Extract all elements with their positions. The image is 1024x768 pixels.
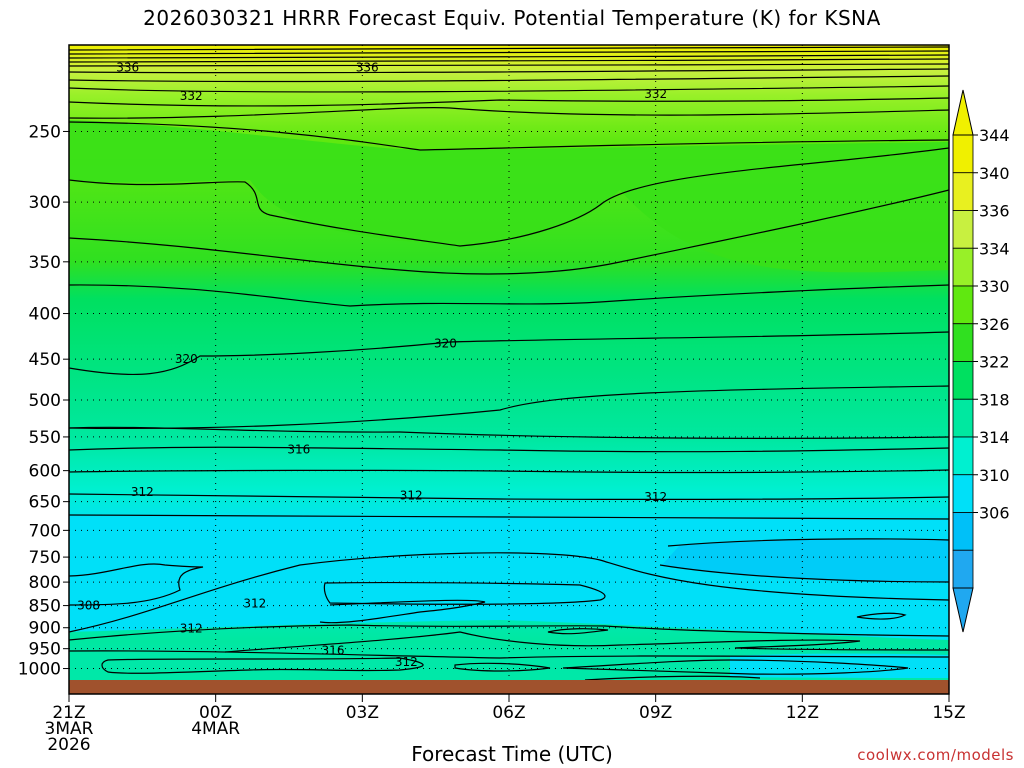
colorbar-label: 344	[979, 126, 1010, 145]
y-tick-label: 550	[29, 428, 61, 448]
contour-label: 312	[644, 490, 667, 504]
contour-label: 312	[180, 622, 203, 636]
contour-labels: 336 336 332 332 320 320 316 312 312 312 308 312 312 3…	[77, 61, 667, 669]
colorbar-label: 340	[979, 164, 1010, 183]
y-tick-label: 300	[29, 193, 61, 213]
x-axis-title: Forecast Time (UTC)	[411, 742, 613, 766]
colorbar-label: 336	[979, 202, 1010, 221]
x-tick-label: 06Z	[492, 703, 525, 723]
contour-label: 320	[434, 336, 457, 350]
region-blue-right	[662, 538, 949, 582]
region-green-sfc	[69, 650, 949, 680]
contour-label: 308	[77, 599, 100, 613]
colorbar-swatch	[952, 361, 974, 400]
colorbar-label: 318	[979, 390, 1010, 409]
colorbar-label: 310	[979, 466, 1010, 485]
x-tick-label: 15Z	[932, 703, 965, 723]
contour-label: 312	[400, 489, 423, 503]
colorbar-label: 306	[979, 504, 1010, 523]
contour-label: 332	[644, 87, 667, 101]
colorbar-swatch	[952, 285, 974, 325]
x-tick-label: 03Z	[346, 703, 379, 723]
contour-label: 312	[395, 655, 418, 669]
chart-title: 2026030321 HRRR Forecast Equiv. Potentia…	[143, 6, 881, 30]
y-tick-label: 950	[29, 640, 61, 660]
terrain-ground	[69, 680, 949, 694]
colorbar-swatch	[952, 512, 974, 551]
colorbar-label: 330	[979, 277, 1010, 296]
region-green-upper	[69, 120, 949, 273]
y-tick-label: 250	[29, 122, 61, 142]
credit-text: coolwx.com/models	[857, 746, 1014, 764]
colorbar-swatch	[952, 398, 974, 438]
colorbar-swatch	[952, 549, 974, 589]
contour-label: 316	[287, 442, 310, 456]
x-tick-label: 12Z	[786, 703, 819, 723]
colorbar-swatch	[952, 172, 974, 211]
y-tick-label: 400	[29, 305, 61, 325]
colorbar-swatch	[952, 247, 974, 287]
colorbar-swatch	[952, 134, 974, 174]
x-tick-label: 2026	[47, 735, 90, 755]
contour-label: 312	[131, 485, 154, 499]
x-tick-label: 3MAR	[45, 719, 94, 739]
contour-label: 320	[175, 352, 198, 366]
colorbar-labels: 344 340 336 334 330 326 322 318 314 310 306	[973, 126, 1010, 523]
x-tick-label: 4MAR	[191, 719, 240, 739]
y-tick-label: 800	[29, 573, 61, 593]
contour-lines	[68, 46, 950, 681]
colorbar-bottom-arrow	[952, 587, 974, 633]
contour-label: 316	[322, 644, 345, 658]
colorbar-top-arrow	[952, 89, 974, 136]
y-tick-label: 350	[29, 253, 61, 273]
y-axis-ticks: 2503003504004505005506006507007508008509…	[18, 122, 69, 680]
y-tick-label: 900	[29, 619, 61, 639]
colorbar-label: 326	[979, 315, 1010, 334]
colorbar-swatches	[952, 134, 974, 589]
contour-label: 336	[116, 61, 139, 75]
colorbar-label: 322	[979, 353, 1010, 372]
colorbar-swatch	[952, 210, 974, 249]
contour-label: 312	[243, 596, 266, 610]
colorbar-swatch	[952, 474, 974, 513]
contour-label: 336	[356, 61, 379, 75]
region-cyan-sfc-right	[730, 653, 949, 678]
colorbar-label: 334	[979, 239, 1010, 258]
contour-label: 332	[180, 89, 203, 103]
x-tick-label: 00Z	[199, 703, 232, 723]
y-tick-label: 500	[29, 391, 61, 411]
colorbar-label: 314	[979, 428, 1010, 447]
y-tick-label: 750	[29, 548, 61, 568]
y-tick-label: 650	[29, 493, 61, 513]
y-tick-label: 450	[29, 350, 61, 370]
colorbar: 344 340 336 334 330 326 322 318 314 310 306	[952, 89, 1010, 633]
colorbar-swatch	[952, 323, 974, 362]
y-tick-label: 1000	[18, 660, 61, 680]
colorbar-swatch	[952, 436, 974, 476]
y-tick-label: 700	[29, 521, 61, 541]
x-tick-label: 21Z	[52, 703, 85, 723]
y-tick-label: 850	[29, 597, 61, 617]
y-tick-label: 600	[29, 462, 61, 482]
x-tick-label: 09Z	[639, 703, 672, 723]
